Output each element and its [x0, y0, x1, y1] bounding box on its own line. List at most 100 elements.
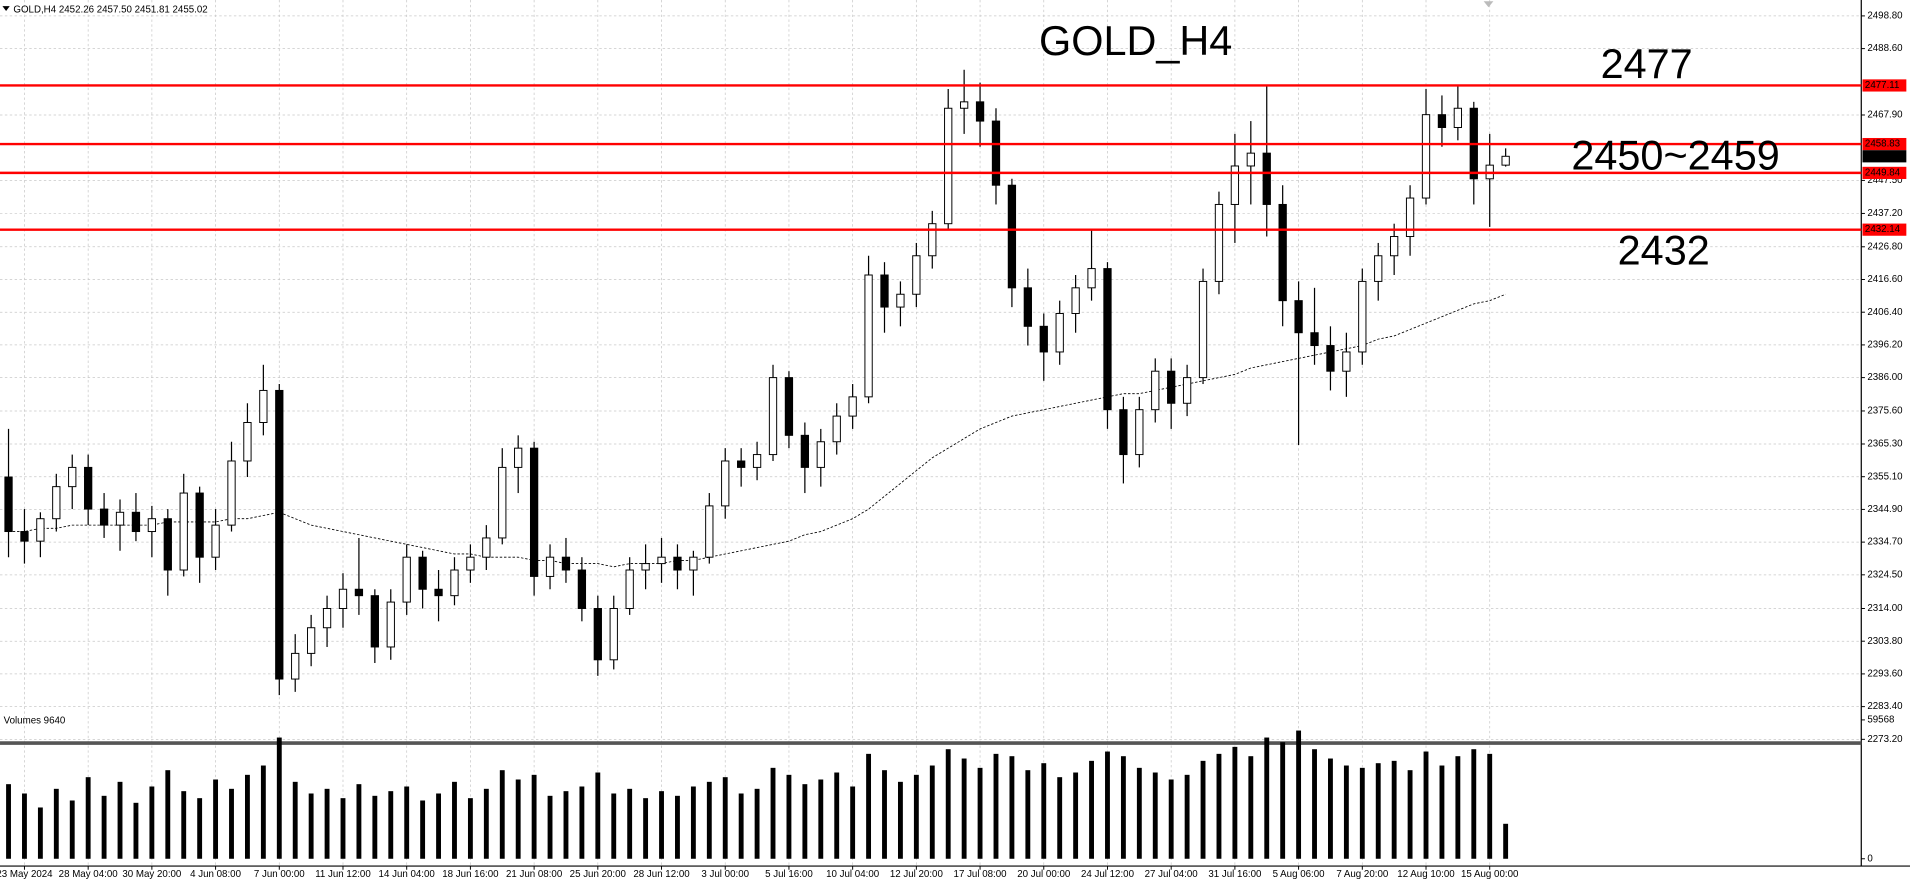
- volume-bar: [388, 791, 394, 859]
- volume-bar: [866, 753, 872, 859]
- x-tick-label: 15 Aug 00:00: [1461, 869, 1519, 880]
- candle-body: [179, 492, 188, 571]
- candle-body: [131, 511, 141, 533]
- candle-body: [816, 441, 825, 468]
- candle-body: [1501, 155, 1510, 166]
- volume-bar: [1120, 756, 1126, 859]
- candle-body: [1342, 351, 1351, 372]
- candle-body: [243, 422, 252, 462]
- candle-body: [1023, 287, 1032, 327]
- candle-body: [880, 274, 889, 308]
- candle-body: [1135, 409, 1144, 456]
- candle-body: [402, 556, 411, 603]
- volume-bar: [85, 777, 91, 859]
- y-tick-label: 2498.80: [1867, 10, 1903, 21]
- volume-bar: [929, 765, 935, 859]
- y-tick-label: 2396.20: [1867, 339, 1903, 350]
- candle-body: [800, 434, 810, 468]
- x-tick-label: 10 Jul 04:00: [826, 869, 880, 880]
- volume-bar: [961, 758, 967, 859]
- volume-bar: [149, 786, 155, 859]
- candle-body: [1087, 268, 1096, 289]
- x-tick-label: 17 Jul 08:00: [954, 869, 1008, 880]
- candle-body: [434, 588, 443, 597]
- volume-bar: [1152, 772, 1158, 859]
- y-tick-label: 2426.80: [1867, 241, 1903, 252]
- candle-body: [737, 460, 746, 468]
- menu-arrow[interactable]: [2, 6, 10, 11]
- volume-bar: [1168, 779, 1174, 859]
- candle-body: [306, 627, 316, 654]
- level-label: 2449.84: [1865, 167, 1901, 178]
- x-tick-label: 20 Jul 00:00: [1017, 869, 1071, 880]
- volume-bar: [1328, 758, 1333, 859]
- candle-body: [1007, 184, 1017, 289]
- x-tick-label: 24 Jul 12:00: [1081, 869, 1135, 880]
- x-tick-label: 12 Aug 10:00: [1397, 869, 1455, 880]
- candle-body: [322, 608, 332, 629]
- volume-bar: [292, 781, 298, 859]
- volume-bar: [1455, 756, 1461, 859]
- volume-bar: [993, 753, 999, 859]
- candle-body: [498, 466, 507, 539]
- volume-bar: [213, 779, 219, 859]
- volume-bar: [165, 770, 171, 859]
- x-tick-label: 27 Jul 04:00: [1145, 869, 1199, 880]
- volume-bar: [531, 774, 537, 859]
- volume-bar: [260, 765, 266, 859]
- volume-bar: [1391, 760, 1397, 859]
- shift-marker: [1483, 1, 1494, 8]
- level-label-bg: [1862, 137, 1907, 151]
- volume-bar: [913, 774, 919, 859]
- x-tick-label: 12 Jul 20:00: [890, 869, 944, 880]
- candle-body: [1390, 236, 1399, 257]
- volume-bar: [802, 784, 808, 859]
- candle-body: [1198, 280, 1208, 379]
- candle-body: [99, 508, 109, 526]
- candle-body: [959, 101, 969, 109]
- volume-bar: [1375, 763, 1381, 859]
- y-tick-label: 2324.50: [1867, 569, 1903, 580]
- y-tick-label: 2355.10: [1867, 471, 1903, 482]
- moving-average: [8, 293, 1506, 568]
- candle-body: [1246, 152, 1255, 167]
- level-label: 2477.11: [1865, 80, 1899, 91]
- volume-bar: [1296, 730, 1302, 859]
- volume-tick-label: 59568: [1867, 714, 1894, 725]
- volume-bar: [197, 798, 203, 859]
- volume-tick-label: 0: [1867, 853, 1873, 864]
- candle-body: [52, 486, 61, 520]
- level-label: 2432.14: [1865, 224, 1901, 235]
- candle-body: [1119, 409, 1128, 456]
- volume-bar: [467, 798, 473, 859]
- x-tick-label: 4 Jun 08:00: [190, 869, 241, 880]
- volume-bar: [101, 795, 107, 859]
- volume-bar: [563, 791, 569, 859]
- candle-body: [784, 377, 794, 436]
- volume-bar: [1184, 774, 1190, 859]
- volume-bar: [420, 800, 426, 859]
- candle-body: [896, 293, 905, 308]
- level-label: 2458.83: [1865, 139, 1900, 150]
- volume-title: Volumes 9640: [4, 716, 66, 727]
- volume-bar: [483, 788, 489, 859]
- x-tick-label: 31 Jul 16:00: [1208, 869, 1262, 880]
- volume-bar: [977, 767, 983, 859]
- volume-bar: [436, 793, 441, 859]
- candle-body: [1151, 370, 1160, 411]
- volume-bar: [1248, 756, 1254, 859]
- candle-body: [20, 531, 29, 542]
- y-tick-label: 2334.70: [1867, 537, 1903, 548]
- y-tick-label: 2365.30: [1867, 439, 1903, 450]
- volume-bar: [834, 772, 840, 859]
- annotation: 2432: [1618, 227, 1710, 273]
- annotation: 2450~2459: [1571, 132, 1779, 178]
- x-tick-label: 30 May 20:00: [122, 869, 182, 880]
- candle-body: [514, 447, 523, 468]
- candle-body: [1310, 332, 1319, 347]
- y-tick-label: 2314.00: [1867, 603, 1903, 614]
- candle-body: [768, 377, 778, 456]
- volume-bar: [324, 788, 330, 859]
- volume-bar: [1280, 742, 1286, 859]
- volume-bar: [850, 786, 856, 859]
